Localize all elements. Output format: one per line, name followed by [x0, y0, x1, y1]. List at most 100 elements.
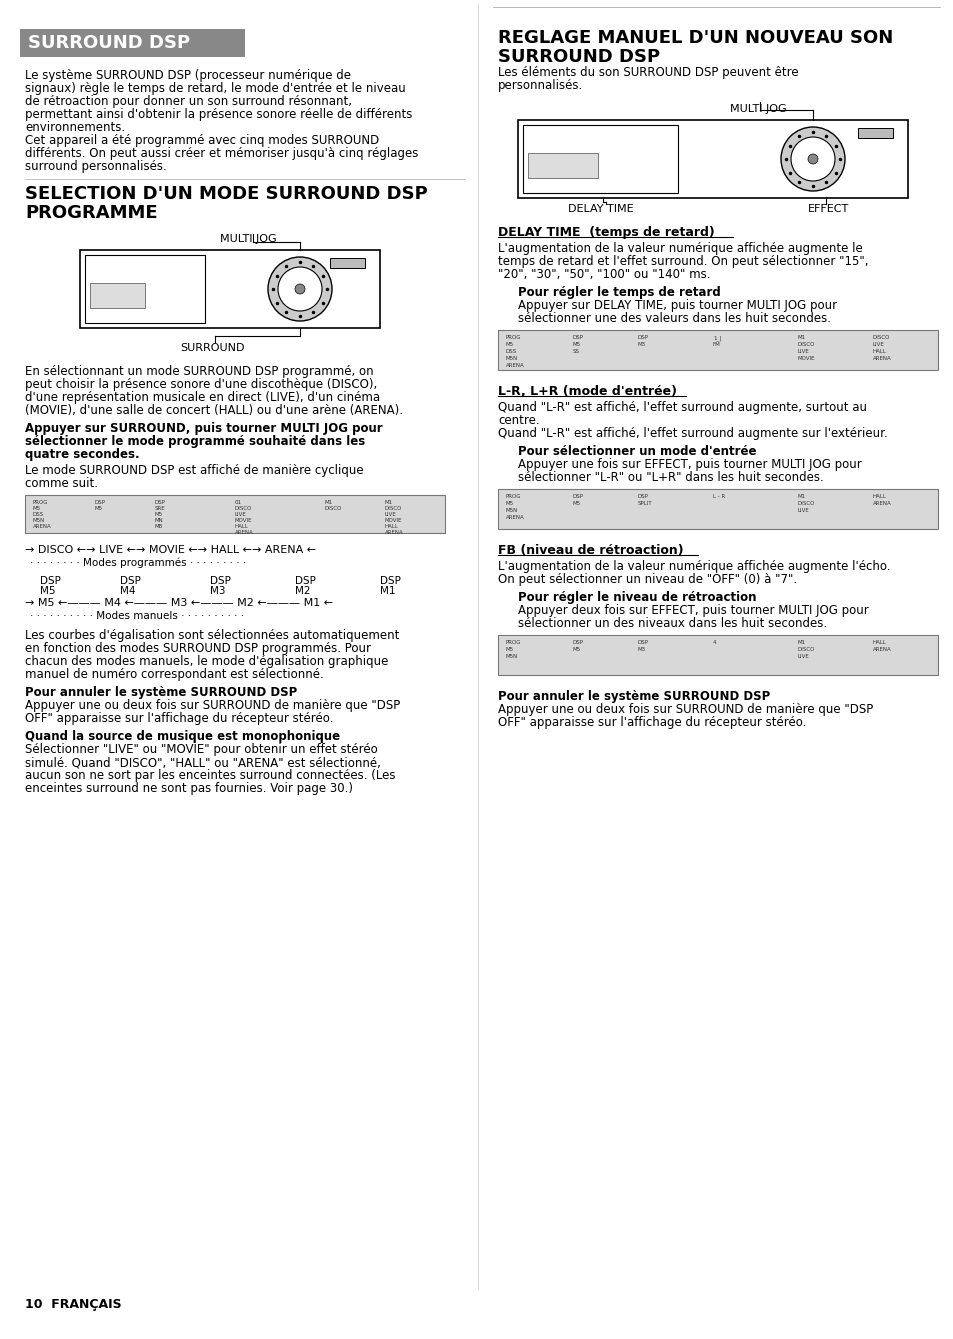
Text: Appuyer deux fois sur EFFECT, puis tourner MULTI JOG pour: Appuyer deux fois sur EFFECT, puis tourn…	[517, 604, 868, 617]
Text: · · · · · · · · · · Modes manuels · · · · · · · · · ·: · · · · · · · · · · Modes manuels · · · …	[30, 611, 244, 621]
Text: Appuyer une fois sur EFFECT, puis tourner MULTI JOG pour: Appuyer une fois sur EFFECT, puis tourne…	[517, 458, 861, 471]
Text: sélectionner le mode programmé souhaité dans les: sélectionner le mode programmé souhaité …	[25, 435, 365, 449]
Circle shape	[790, 137, 834, 181]
Text: manuel de numéro correspondant est sélectionné.: manuel de numéro correspondant est sélec…	[25, 668, 323, 682]
Text: DSP: DSP	[638, 335, 648, 340]
Bar	[497, 489, 937, 529]
Text: Quand la source de musique est monophonique: Quand la source de musique est monophoni…	[25, 730, 340, 743]
Text: M5N: M5N	[505, 507, 517, 513]
Text: MULTI JOG: MULTI JOG	[729, 104, 786, 114]
Text: environnements.: environnements.	[25, 121, 125, 134]
Text: SURROUND: SURROUND	[180, 343, 244, 353]
Text: quatre secondes.: quatre secondes.	[25, 449, 139, 461]
Text: ARENA: ARENA	[872, 501, 891, 506]
Text: permettant ainsi d'obtenir la présence sonore réelle de différents: permettant ainsi d'obtenir la présence s…	[25, 108, 412, 121]
Text: comme suit.: comme suit.	[25, 477, 98, 490]
Text: PROG: PROG	[505, 640, 521, 645]
Text: PROGRAMME: PROGRAMME	[25, 204, 157, 222]
Text: temps de retard et l'effet surround. On peut sélectionner "15",: temps de retard et l'effet surround. On …	[497, 254, 867, 268]
Text: EFFECT: EFFECT	[807, 204, 848, 214]
Text: LIVE: LIVE	[797, 653, 809, 659]
Text: d'une représentation musicale en direct (LIVE), d'un cinéma: d'une représentation musicale en direct …	[25, 391, 379, 404]
Text: DSP: DSP	[210, 576, 231, 586]
Text: 4: 4	[712, 640, 716, 645]
Text: MN: MN	[154, 518, 164, 524]
Text: DSP: DSP	[95, 499, 106, 505]
Text: M5N: M5N	[33, 518, 45, 524]
Text: Pour régler le temps de retard: Pour régler le temps de retard	[517, 287, 720, 299]
Text: MOVIE: MOVIE	[797, 356, 815, 362]
Text: HALL: HALL	[872, 494, 886, 499]
Text: Appuyer une ou deux fois sur SURROUND de manière que "DSP: Appuyer une ou deux fois sur SURROUND de…	[25, 699, 400, 712]
Text: M5: M5	[154, 511, 163, 517]
Text: personnalisés.: personnalisés.	[497, 79, 582, 92]
Text: HALL: HALL	[234, 524, 249, 529]
Text: DISCO: DISCO	[797, 341, 815, 347]
Text: Le mode SURROUND DSP est affiché de manière cyclique: Le mode SURROUND DSP est affiché de mani…	[25, 465, 363, 477]
Text: peut choisir la présence sonore d'une discothèque (DISCO),: peut choisir la présence sonore d'une di…	[25, 378, 376, 391]
Bar	[90, 283, 145, 308]
Text: "20", "30", "50", "100" ou "140" ms.: "20", "30", "50", "100" ou "140" ms.	[497, 268, 710, 281]
Text: 1_|: 1_|	[712, 335, 720, 340]
Text: Sélectionner "LIVE" ou "MOVIE" pour obtenir un effet stéréo: Sélectionner "LIVE" ou "MOVIE" pour obte…	[25, 743, 377, 757]
Text: Le système SURROUND DSP (processeur numérique de: Le système SURROUND DSP (processeur numé…	[25, 70, 351, 82]
Text: Pour annuler le système SURROUND DSP: Pour annuler le système SURROUND DSP	[25, 686, 297, 699]
Text: · · · · · · · · Modes programmés · · · · · · · · ·: · · · · · · · · Modes programmés · · · ·…	[30, 558, 246, 569]
Text: DSP: DSP	[294, 576, 315, 586]
Text: aucun son ne sort par les enceintes surround connectées. (Les: aucun son ne sort par les enceintes surr…	[25, 769, 395, 782]
Text: DSP: DSP	[379, 576, 400, 586]
Text: SELECTION D'UN MODE SURROUND DSP: SELECTION D'UN MODE SURROUND DSP	[25, 185, 427, 204]
Text: 01: 01	[234, 499, 242, 505]
Text: DISCO: DISCO	[797, 647, 815, 652]
Bar	[527, 153, 598, 178]
Text: enceintes surround ne sont pas fournies. Voir page 30.): enceintes surround ne sont pas fournies.…	[25, 782, 353, 795]
Bar	[522, 125, 678, 193]
Text: LIVE: LIVE	[797, 507, 809, 513]
Bar	[330, 258, 365, 268]
Text: M1: M1	[797, 335, 805, 340]
Text: ARENA: ARENA	[872, 356, 891, 362]
Text: L - R: L - R	[712, 494, 724, 499]
Text: Appuyer sur SURROUND, puis tourner MULTI JOG pour: Appuyer sur SURROUND, puis tourner MULTI…	[25, 422, 382, 435]
Text: Appuyer sur DELAY TIME, puis tourner MULTI JOG pour: Appuyer sur DELAY TIME, puis tourner MUL…	[517, 299, 836, 312]
Text: Cet appareil a été programmé avec cinq modes SURROUND: Cet appareil a été programmé avec cinq m…	[25, 134, 379, 147]
Text: REGLAGE MANUEL D'UN NOUVEAU SON: REGLAGE MANUEL D'UN NOUVEAU SON	[497, 29, 892, 47]
Text: M5N: M5N	[505, 653, 517, 659]
Text: Appuyer une ou deux fois sur SURROUND de manière que "DSP: Appuyer une ou deux fois sur SURROUND de…	[497, 703, 872, 716]
Text: SURROUND DSP: SURROUND DSP	[497, 48, 659, 66]
Text: → DISCO ←→ LIVE ←→ MOVIE ←→ HALL ←→ ARENA ←: → DISCO ←→ LIVE ←→ MOVIE ←→ HALL ←→ AREN…	[25, 545, 315, 554]
Text: OFF" apparaisse sur l'affichage du récepteur stéréo.: OFF" apparaisse sur l'affichage du récep…	[25, 712, 333, 724]
Text: SPLIT: SPLIT	[638, 501, 652, 506]
Bar	[85, 254, 205, 323]
Text: différents. On peut aussi créer et mémoriser jusqu'à cinq réglages: différents. On peut aussi créer et mémor…	[25, 147, 418, 159]
Text: DISCO: DISCO	[872, 335, 889, 340]
Text: DELAY TIME  (temps de retard): DELAY TIME (temps de retard)	[497, 226, 714, 238]
Text: MB: MB	[154, 524, 163, 529]
Text: M3: M3	[638, 647, 645, 652]
Text: centre.: centre.	[497, 414, 539, 427]
Text: → M5 ←——— M4 ←——— M3 ←——— M2 ←——— M1 ←: → M5 ←——— M4 ←——— M3 ←——— M2 ←——— M1 ←	[25, 599, 333, 608]
Text: DSP: DSP	[573, 640, 583, 645]
Text: M5: M5	[505, 501, 514, 506]
Text: DISCO: DISCO	[797, 501, 815, 506]
Text: DSP: DSP	[154, 499, 166, 505]
Text: SURROUND DSP: SURROUND DSP	[28, 33, 190, 52]
Text: On peut sélectionner un niveau de "OFF" (0) à "7".: On peut sélectionner un niveau de "OFF" …	[497, 573, 797, 586]
Text: MULTI JOG: MULTI JOG	[220, 234, 276, 244]
Text: M1: M1	[325, 499, 333, 505]
Text: ARENA: ARENA	[33, 524, 51, 529]
Text: M1: M1	[379, 586, 395, 596]
Bar	[497, 635, 937, 675]
Text: signaux) règle le temps de retard, le mode d'entrée et le niveau: signaux) règle le temps de retard, le mo…	[25, 82, 405, 95]
Text: DSS: DSS	[505, 349, 517, 353]
Text: M5: M5	[40, 586, 55, 596]
Text: Les éléments du son SURROUND DSP peuvent être: Les éléments du son SURROUND DSP peuvent…	[497, 66, 798, 79]
Text: ARENA: ARENA	[505, 516, 524, 520]
Bar	[80, 250, 379, 328]
Text: M5: M5	[33, 506, 41, 511]
Text: DSS: DSS	[33, 511, 44, 517]
Text: M5: M5	[573, 501, 580, 506]
Text: PROG: PROG	[33, 499, 49, 505]
Text: MOVIE: MOVIE	[385, 518, 402, 524]
Text: SS: SS	[573, 349, 579, 353]
